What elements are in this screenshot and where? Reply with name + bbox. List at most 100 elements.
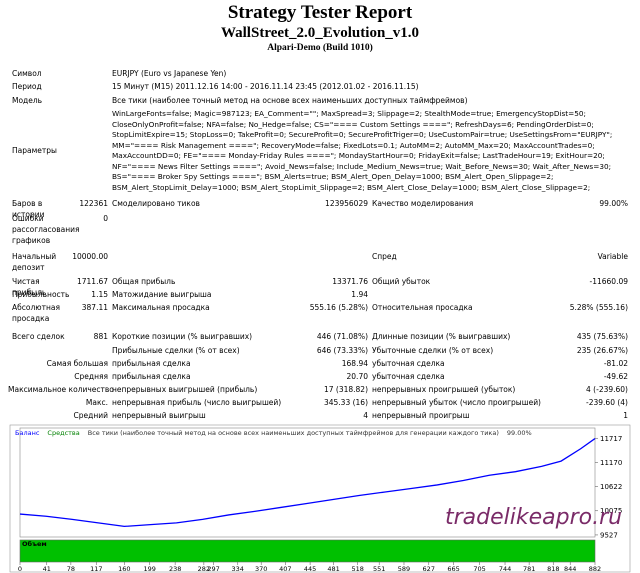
- stat-value: 168.94: [341, 359, 368, 368]
- stat-value: 1.94: [351, 290, 368, 299]
- stat-value: 10000.00: [72, 252, 108, 261]
- stat-value: 122361: [79, 199, 108, 208]
- y-tick-label: 10075: [600, 507, 622, 515]
- stat-value: 1711.67: [76, 277, 108, 286]
- stat-value: 446 (71.08%): [316, 332, 368, 341]
- stat-label: непрерывный проигрыш: [372, 411, 470, 420]
- stat-label: Макс.: [85, 398, 108, 407]
- balance-line: [19, 438, 596, 528]
- stat-label: прибыльная сделка: [112, 359, 191, 368]
- stat-value: 0: [103, 214, 108, 223]
- x-tick-label: 160: [118, 565, 130, 573]
- stat-value: -239.60 (4): [586, 398, 628, 407]
- x-tick-label: 665: [447, 565, 459, 573]
- y-tick-label: 10622: [600, 483, 622, 491]
- stat-label: непрерывный выигрыш: [112, 411, 206, 420]
- y-tick-label: 11717: [600, 435, 622, 443]
- x-tick-label: 705: [473, 565, 485, 573]
- stat-value: 20.70: [346, 372, 368, 381]
- legend-entry: 99.00%: [507, 429, 532, 437]
- info-label: Параметры: [12, 146, 57, 155]
- plot-frame: [19, 427, 596, 538]
- stat-value: 13371.76: [332, 277, 368, 286]
- stat-value: 555.16 (5.28%): [309, 303, 368, 312]
- stat-value: 881: [93, 332, 108, 341]
- stat-value: -11660.09: [589, 277, 629, 286]
- x-tick-label: 334: [232, 565, 244, 573]
- stat-value: 5.28% (555.16): [569, 303, 628, 312]
- stat-label: Ошибки рассогласования графиков: [12, 214, 80, 245]
- stat-value: 387.11: [81, 303, 108, 312]
- stat-label: Максимальное количество: [8, 385, 114, 394]
- x-tick-label: 481: [327, 565, 339, 573]
- x-tick-label: 0: [18, 565, 22, 573]
- stat-label: Смоделировано тиков: [112, 199, 200, 208]
- stat-label: Начальный депозит: [12, 252, 57, 272]
- x-tick-label: 370: [255, 565, 267, 573]
- stat-label: Средний: [73, 411, 108, 420]
- watermark: tradelikeapro.ru: [445, 505, 622, 530]
- x-tick-label: 41: [43, 565, 51, 573]
- stat-value: 4: [363, 411, 368, 420]
- stat-label: Максимальная просадка: [112, 303, 210, 312]
- parameters: WinLargeFonts=false; Magic=987123; EA_Co…: [112, 109, 613, 192]
- x-tick-label: 781: [523, 565, 535, 573]
- report-title: Strategy Tester Report: [227, 2, 413, 23]
- x-tick-label: 282: [198, 565, 210, 573]
- stat-label: убыточная сделка: [372, 372, 445, 381]
- stat-value: 1: [623, 411, 628, 420]
- stat-label: Прибыльные сделки (% от всех): [112, 346, 240, 355]
- stat-label: Убыточные сделки (% от всех): [372, 346, 494, 355]
- stat-label: Абсолютная просадка: [12, 303, 60, 323]
- stat-value: -81.02: [603, 359, 628, 368]
- info-value: EURJPY (Euro vs Japanese Yen): [112, 69, 227, 78]
- info-value: 15 Минут (M15) 2011.12.16 14:00 - 2016.1…: [112, 82, 419, 91]
- stat-value: 646 (73.33%): [316, 346, 368, 355]
- stat-label: Прибыльность: [12, 290, 70, 299]
- info-label: Период: [12, 82, 42, 91]
- stat-value: -49.62: [603, 372, 628, 381]
- stat-label: Спред: [372, 252, 397, 261]
- stat-label: убыточная сделка: [372, 359, 445, 368]
- x-tick-label: 199: [144, 565, 156, 573]
- x-tick-label: 117: [90, 565, 102, 573]
- stat-label: непрерывный убыток (число проигрышей): [372, 398, 541, 407]
- stat-label: прибыльная сделка: [112, 372, 191, 381]
- stat-label: непрерывная прибыль (число выигрышей): [112, 398, 282, 407]
- stat-label: непрерывных выигрышей (прибыль): [112, 385, 258, 394]
- stat-label: Общий убыток: [372, 277, 431, 286]
- stat-label: Чистая прибыль: [12, 277, 47, 297]
- info-label: Модель: [12, 96, 43, 105]
- stat-label: Качество моделирования: [372, 199, 474, 208]
- legend-entry: Все тики (наиболее точный метод на основ…: [88, 429, 499, 437]
- x-tick-label: 445: [304, 565, 316, 573]
- stat-label: Длинные позиции (% выигравших): [372, 332, 511, 341]
- chart-frame: [9, 424, 631, 573]
- x-tick-label: 78: [67, 565, 75, 573]
- x-tick-label: 818: [547, 565, 559, 573]
- x-tick-label: 551: [373, 565, 385, 573]
- stat-value: 17 (318.82): [323, 385, 368, 394]
- stat-value: 1.15: [91, 290, 108, 299]
- legend-entry: Баланс: [15, 429, 40, 437]
- stat-value: Variable: [597, 252, 628, 261]
- stat-value: 99.00%: [599, 199, 628, 208]
- stat-value: 435 (75.63%): [576, 332, 628, 341]
- x-tick-label: 518: [351, 565, 363, 573]
- stat-label: Средняя: [74, 372, 108, 381]
- legend-entry: Средства: [47, 429, 79, 437]
- stat-label: непрерывных проигрышей (убыток): [372, 385, 516, 394]
- x-tick-label: 882: [589, 565, 601, 573]
- x-tick-label: 589: [398, 565, 410, 573]
- volume-band: [19, 539, 596, 563]
- stat-label: Относительная просадка: [372, 303, 473, 312]
- y-tick-label: 9527: [600, 531, 618, 539]
- x-tick-label: 297: [207, 565, 219, 573]
- server-name: Alpari-Demo (Build 1010): [267, 43, 373, 53]
- info-label: Символ: [12, 69, 42, 78]
- expert-name: WallStreet_2.0_Evolution_v1.0: [220, 25, 420, 41]
- stat-label: Баров в истории: [12, 199, 45, 219]
- stat-value: 345.33 (16): [323, 398, 368, 407]
